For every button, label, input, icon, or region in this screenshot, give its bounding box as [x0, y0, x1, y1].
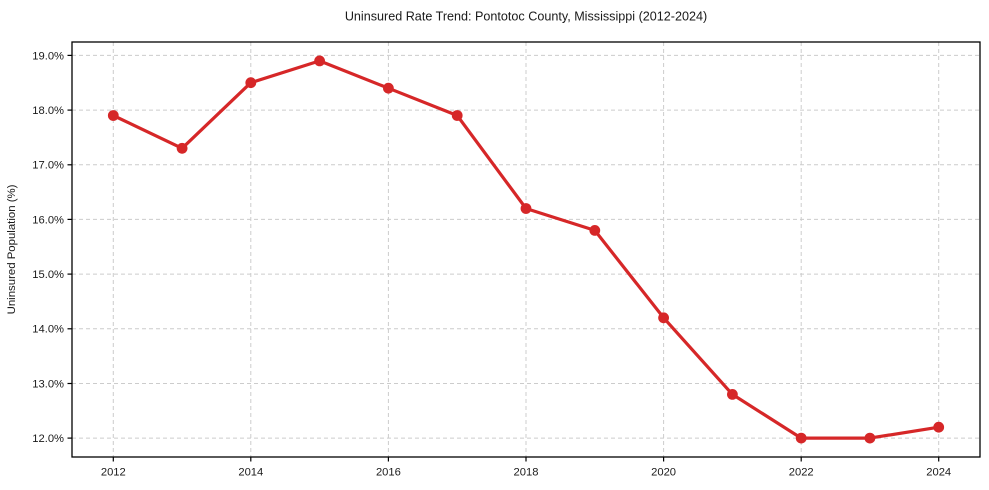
x-tick-label: 2020 — [651, 467, 676, 479]
data-point-2023 — [864, 432, 876, 444]
data-point-2020 — [658, 312, 669, 324]
x-tick-label: 2016 — [376, 467, 401, 479]
x-tick-label: 2018 — [514, 467, 539, 479]
data-point-2022 — [795, 432, 807, 444]
y-tick-label: 12.0% — [32, 433, 64, 445]
y-tick-label: 13.0% — [32, 378, 64, 390]
y-tick-label: 17.0% — [32, 160, 64, 172]
chart-title: Uninsured Rate Trend: Pontotoc County, M… — [345, 10, 707, 24]
data-point-2012 — [107, 110, 119, 121]
y-tick-label: 19.0% — [32, 50, 64, 62]
data-point-2013 — [176, 142, 188, 154]
y-tick-label: 16.0% — [32, 214, 64, 226]
y-axis-label: Uninsured Population (%) — [6, 184, 18, 314]
y-tick-label: 18.0% — [32, 105, 64, 117]
data-point-2015 — [314, 55, 325, 67]
y-tick-label: 15.0% — [32, 269, 64, 281]
x-tick-label: 2012 — [101, 467, 126, 479]
data-point-2014 — [245, 77, 257, 89]
data-point-2019 — [589, 225, 601, 236]
data-point-2024 — [933, 421, 945, 433]
y-tick-label: 14.0% — [32, 324, 64, 336]
data-point-2018 — [520, 203, 532, 214]
x-tick-label: 2024 — [926, 467, 951, 479]
data-point-2021 — [727, 389, 738, 400]
x-tick-label: 2014 — [238, 467, 263, 479]
x-tick-label: 2022 — [789, 467, 814, 479]
data-point-2016 — [383, 82, 394, 94]
data-point-2017 — [451, 110, 463, 121]
